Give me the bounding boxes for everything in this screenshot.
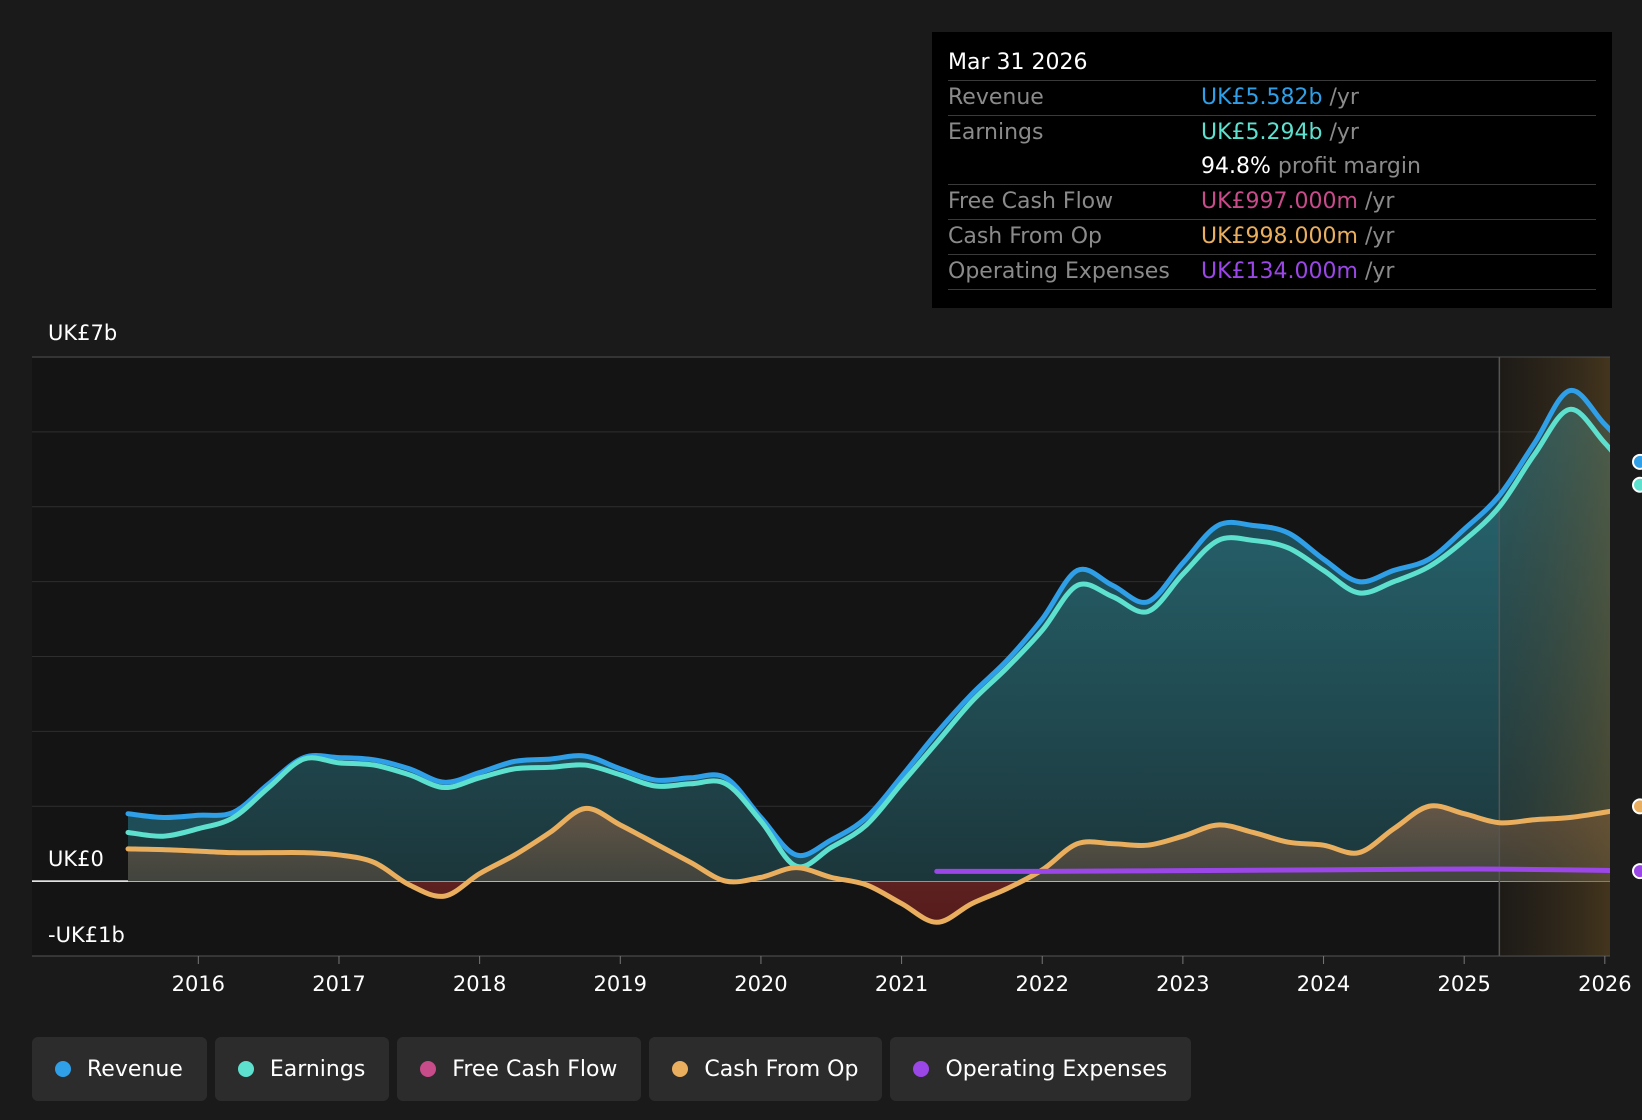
x-tick-label: 2022	[1016, 972, 1069, 996]
legend-dot-icon	[55, 1061, 71, 1077]
legend: Revenue Earnings Free Cash Flow Cash Fro…	[32, 1037, 1192, 1101]
tooltip-value-number: UK£134.000m	[1201, 259, 1358, 284]
x-tick-label: 2018	[453, 972, 506, 996]
tooltip-value-number: UK£997.000m	[1201, 189, 1358, 214]
cash-from-op-end-point[interactable]	[1632, 798, 1642, 815]
y-tick-label: UK£7b	[48, 321, 117, 345]
tooltip-row-fcf: Free Cash Flow UK£997.000m /yr	[948, 184, 1596, 219]
tooltip-unit: /yr	[1364, 224, 1395, 249]
operating-expenses-line	[934, 866, 1610, 874]
x-tick-label: 2026	[1578, 972, 1631, 996]
tooltip-value-number: 94.8%	[1201, 154, 1271, 179]
x-tick-label: 2021	[875, 972, 928, 996]
tooltip-value: 94.8% profit margin	[1201, 150, 1421, 184]
legend-label: Cash From Op	[704, 1056, 859, 1082]
tooltip: Mar 31 2026 Revenue UK£5.582b /yr Earnin…	[932, 32, 1612, 308]
tooltip-value: UK£997.000m /yr	[1201, 185, 1394, 219]
tooltip-value: UK£5.582b /yr	[1201, 81, 1359, 115]
tooltip-value: UK£134.000m /yr	[1201, 255, 1394, 289]
x-tick-label: 2020	[734, 972, 787, 996]
cash-from-op-line	[125, 803, 1610, 925]
legend-label: Free Cash Flow	[452, 1056, 618, 1082]
tooltip-value: UK£5.294b /yr	[1201, 116, 1359, 150]
tooltip-label: Earnings	[948, 120, 1044, 145]
tooltip-label	[948, 150, 1201, 184]
legend-label: Operating Expenses	[945, 1056, 1168, 1082]
x-tick-label: 2019	[594, 972, 647, 996]
legend-dot-icon	[913, 1061, 930, 1077]
legend-dot-icon	[672, 1061, 689, 1077]
earnings-line	[125, 406, 1610, 870]
tooltip-label: Revenue	[948, 85, 1044, 110]
tooltip-label: Operating Expenses	[948, 259, 1170, 284]
revenue-line	[125, 388, 1610, 859]
tooltip-unit: /yr	[1329, 85, 1359, 110]
legend-label: Revenue	[87, 1056, 183, 1082]
chart-plot: UK£7b UK£0 -UK£1b 2016 2017 2018 2019 2020 2021…	[32, 321, 1642, 996]
tooltip-label: Cash From Op	[948, 224, 1103, 249]
cash-from-op-area	[128, 805, 1610, 923]
tooltip-value-number: UK£5.582b	[1201, 85, 1323, 110]
legend-item-operating-expenses[interactable]: Operating Expenses	[890, 1037, 1192, 1101]
x-tick-label: 2016	[172, 972, 225, 996]
legend-label: Earnings	[269, 1056, 366, 1082]
tooltip-value-number: UK£998.000m	[1201, 224, 1358, 249]
tooltip-row-margin: 94.8% profit margin	[948, 150, 1596, 184]
legend-item-revenue[interactable]: Revenue	[32, 1037, 207, 1101]
tooltip-unit: profit margin	[1277, 154, 1421, 179]
forecast-region	[1499, 357, 1610, 956]
earnings-end-point[interactable]	[1632, 476, 1642, 493]
legend-dot-icon	[237, 1061, 254, 1077]
tooltip-value-number: UK£5.294b	[1201, 120, 1323, 145]
earnings-area	[128, 409, 1610, 882]
y-tick-label: -UK£1b	[48, 923, 125, 947]
x-tick-label: 2025	[1437, 972, 1490, 996]
legend-item-earnings[interactable]: Earnings	[214, 1037, 390, 1101]
tooltip-row-earnings: Earnings UK£5.294b /yr	[948, 115, 1596, 150]
tooltip-date: Mar 31 2026	[948, 50, 1088, 75]
y-tick-label: UK£0	[48, 847, 104, 871]
tooltip-row-revenue: Revenue UK£5.582b /yr	[948, 80, 1596, 115]
tooltip-unit: /yr	[1329, 120, 1359, 145]
legend-item-cash-from-op[interactable]: Cash From Op	[649, 1037, 883, 1101]
legend-item-free-cash-flow[interactable]: Free Cash Flow	[397, 1037, 642, 1101]
tooltip-label: Free Cash Flow	[948, 189, 1114, 214]
x-tick-label: 2024	[1297, 972, 1350, 996]
cash-from-op-negative-area	[404, 882, 1021, 923]
revenue-end-point[interactable]	[1632, 453, 1642, 470]
x-tick-label: 2017	[312, 972, 365, 996]
tooltip-value: UK£998.000m /yr	[1201, 220, 1394, 254]
tooltip-unit: /yr	[1364, 189, 1395, 214]
tooltip-row-cfo: Cash From Op UK£998.000m /yr	[948, 219, 1596, 254]
tooltip-unit: /yr	[1364, 259, 1395, 284]
operating-expenses-end-point[interactable]	[1632, 863, 1642, 880]
tooltip-row-opex: Operating Expenses UK£134.000m /yr	[948, 254, 1596, 290]
x-tick-label: 2023	[1156, 972, 1209, 996]
legend-dot-icon	[420, 1061, 437, 1077]
